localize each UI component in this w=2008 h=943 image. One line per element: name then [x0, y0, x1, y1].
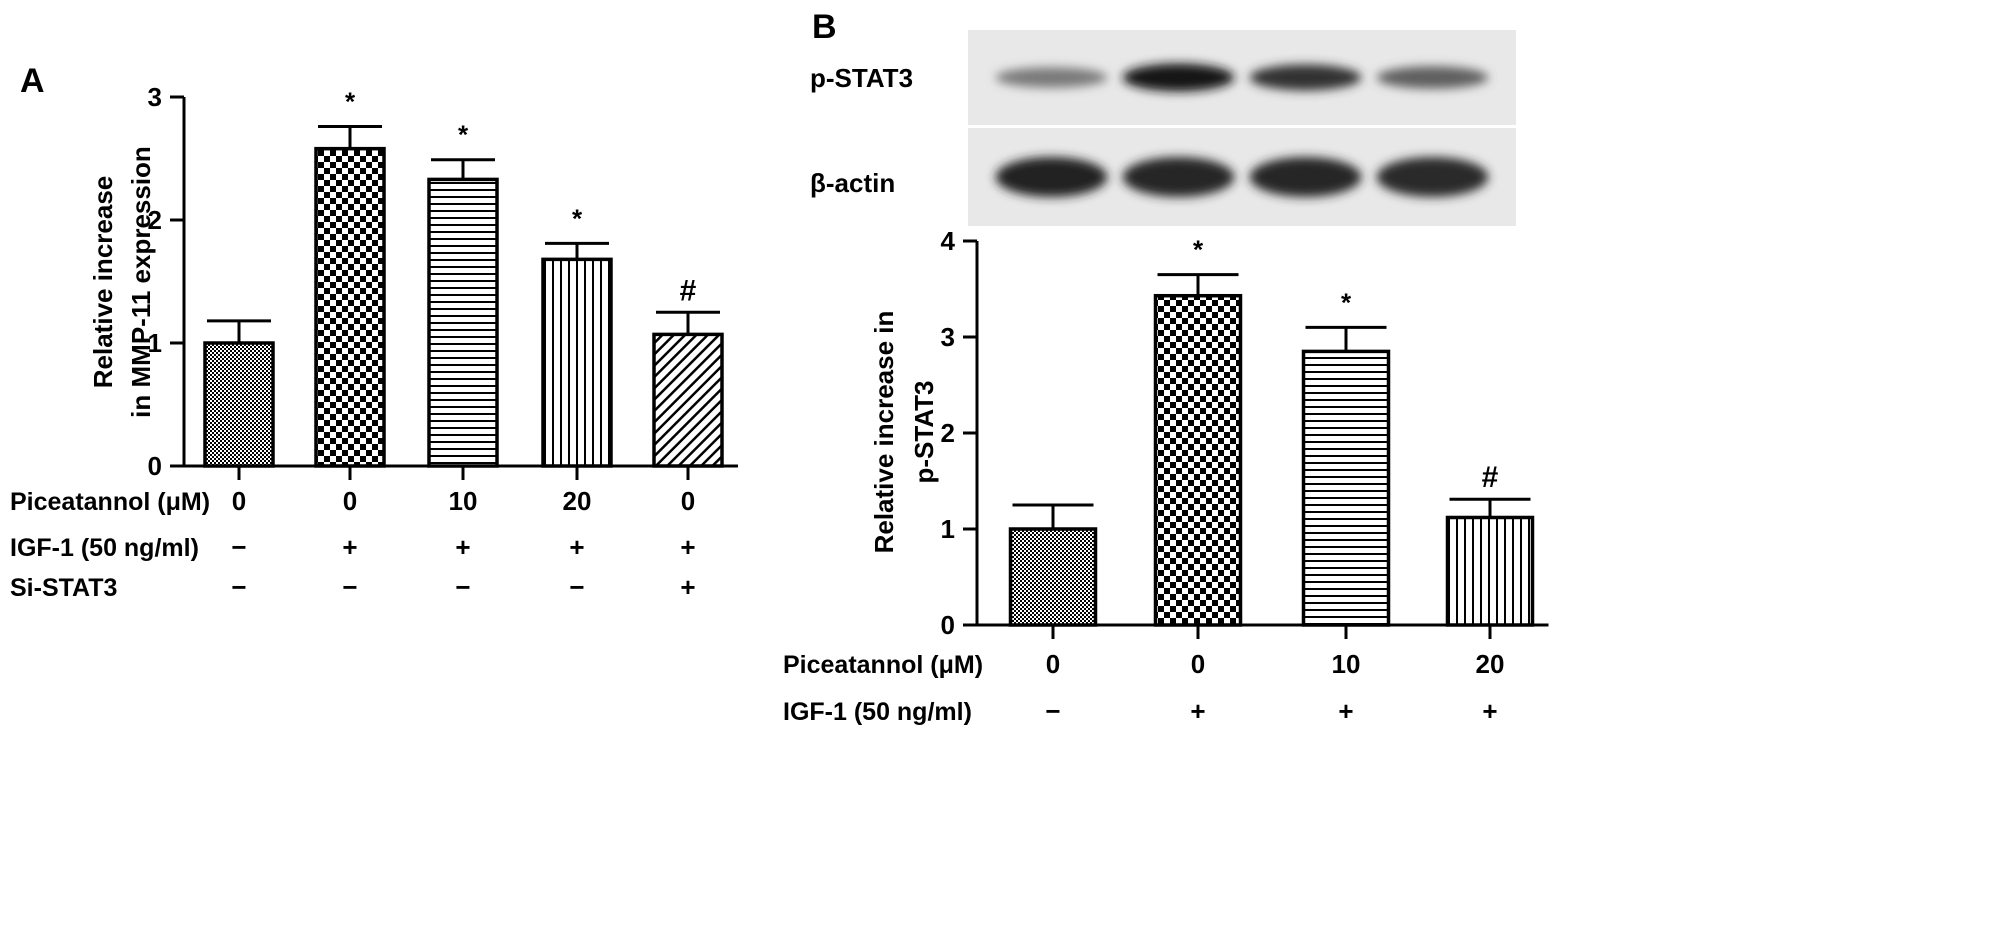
bar: [652, 332, 724, 468]
y-tick-label: 4: [941, 226, 956, 256]
condition-value: −: [1045, 696, 1060, 726]
y-tick-label: 2: [941, 418, 955, 448]
significance-mark: *: [458, 120, 469, 150]
significance-mark: #: [1482, 461, 1499, 494]
blot-label: β-actin: [810, 168, 895, 198]
panel-a: A 0 1 2 3 Relative increase in MMP-11 expressi…: [10, 62, 738, 602]
bar: [314, 146, 386, 468]
bar: [541, 257, 613, 468]
y-axis-label: p-STAT3: [909, 380, 939, 483]
blot-bands: [995, 63, 1489, 92]
y-tick-label: 3: [148, 82, 162, 112]
condition-row-label: Piceatannol (μM): [10, 488, 210, 516]
condition-value: +: [680, 532, 695, 562]
condition-value: +: [455, 532, 470, 562]
blot-band: [995, 157, 1108, 197]
panel-letter: B: [812, 8, 837, 46]
condition-row-label: Si-STAT3: [10, 574, 117, 602]
significance-mark: *: [1341, 287, 1352, 317]
y-tick-label: 1: [148, 328, 162, 358]
bar: [1153, 293, 1243, 627]
condition-value: 20: [1476, 649, 1505, 679]
condition-row-label: Piceatannol (μM): [783, 651, 983, 679]
condition-value: 0: [343, 486, 357, 516]
bar: [1301, 349, 1391, 627]
condition-value: +: [569, 532, 584, 562]
condition-value: +: [342, 532, 357, 562]
condition-value: 0: [1191, 649, 1205, 679]
condition-value: 20: [563, 486, 592, 516]
bar: [203, 341, 275, 468]
condition-value: −: [231, 532, 246, 562]
blot-bands: [995, 157, 1489, 197]
blot-band: [995, 67, 1108, 88]
blot-label: p-STAT3: [810, 63, 913, 93]
condition-row-label: IGF-1 (50 ng/ml): [10, 534, 199, 562]
significance-mark: *: [1193, 235, 1204, 265]
y-axis-label: Relative increase in: [869, 311, 899, 554]
condition-value: 0: [232, 486, 246, 516]
condition-value: +: [1190, 696, 1205, 726]
condition-value: +: [680, 572, 695, 602]
y-axis-label: in MMP-11 expression: [126, 146, 156, 418]
y-axis-label: Relative increase: [88, 176, 118, 388]
panel-letter: A: [20, 62, 45, 100]
condition-value: 0: [1046, 649, 1060, 679]
condition-value: −: [231, 572, 246, 602]
y-tick-label: 1: [941, 514, 955, 544]
condition-value: −: [455, 572, 470, 602]
blot-band: [1122, 157, 1235, 197]
condition-value: +: [1338, 696, 1353, 726]
blot-band: [1376, 66, 1489, 89]
blot-band: [1249, 157, 1362, 197]
panel-b: Bp-STAT3 β-actin 0 1 2 3 4 Relative increase in…: [783, 8, 1549, 726]
condition-value: +: [1482, 696, 1497, 726]
y-tick-label: 3: [941, 322, 955, 352]
condition-value: 0: [681, 486, 695, 516]
blot-band: [1249, 64, 1362, 91]
condition-value: 10: [449, 486, 478, 516]
y-tick-label: 2: [148, 205, 162, 235]
significance-mark: *: [572, 203, 583, 233]
bar: [1445, 515, 1535, 627]
condition-row-label: IGF-1 (50 ng/ml): [783, 698, 972, 726]
significance-mark: #: [680, 274, 697, 307]
bar: [1008, 527, 1098, 627]
condition-value: 10: [1332, 649, 1361, 679]
significance-mark: *: [345, 87, 356, 117]
blot-band: [1376, 157, 1489, 197]
y-tick-label: 0: [148, 451, 162, 481]
condition-value: −: [569, 572, 584, 602]
bar: [427, 177, 499, 468]
condition-value: −: [342, 572, 357, 602]
blot-band: [1122, 63, 1235, 92]
y-tick-label: 0: [941, 610, 955, 640]
